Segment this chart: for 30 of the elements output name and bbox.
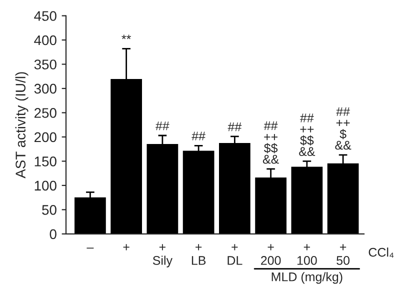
y-tick-label: 400 — [34, 35, 56, 46]
x-tick-label: + 200 — [261, 244, 281, 265]
y-tick-label: 300 — [34, 84, 56, 94]
annotation: ## — [156, 122, 170, 130]
y-axis-title: AST activity (IU/l) — [15, 72, 28, 178]
y-tick-label: 100 — [34, 180, 56, 191]
annotation: ## — [192, 132, 206, 140]
x-tick-label: + — [123, 244, 130, 250]
text: MLD (mg/kg) — [272, 272, 342, 284]
bar — [182, 150, 214, 234]
annotation: ## — [228, 122, 242, 132]
y-tick-label: 350 — [34, 60, 56, 70]
bar — [74, 197, 106, 234]
x-tick-label: + Sily — [152, 244, 172, 268]
y-tick-label: 200 — [34, 132, 56, 142]
annotation: ## ++ $$ && — [262, 121, 279, 164]
y-tick-label: 250 — [34, 108, 56, 118]
y-tick-label: 50 — [42, 205, 56, 215]
y-tick-label: 0 — [50, 229, 56, 240]
x-tick-label: + 50 — [336, 244, 350, 265]
x-tick-label: + LB — [192, 244, 206, 265]
y-tick-label: 450 — [34, 11, 56, 21]
annotation: ## ++ $$ && — [299, 114, 316, 156]
x-tick-label: + 100 — [297, 244, 317, 265]
annotation: ## ++ $ && — [335, 107, 352, 150]
x-tick-label: – — [86, 248, 94, 249]
x-tick-label: + DL — [228, 244, 242, 265]
text: CCl₄ — [368, 248, 394, 258]
annotation: ** — [122, 34, 131, 40]
y-tick-label: 150 — [34, 156, 56, 166]
